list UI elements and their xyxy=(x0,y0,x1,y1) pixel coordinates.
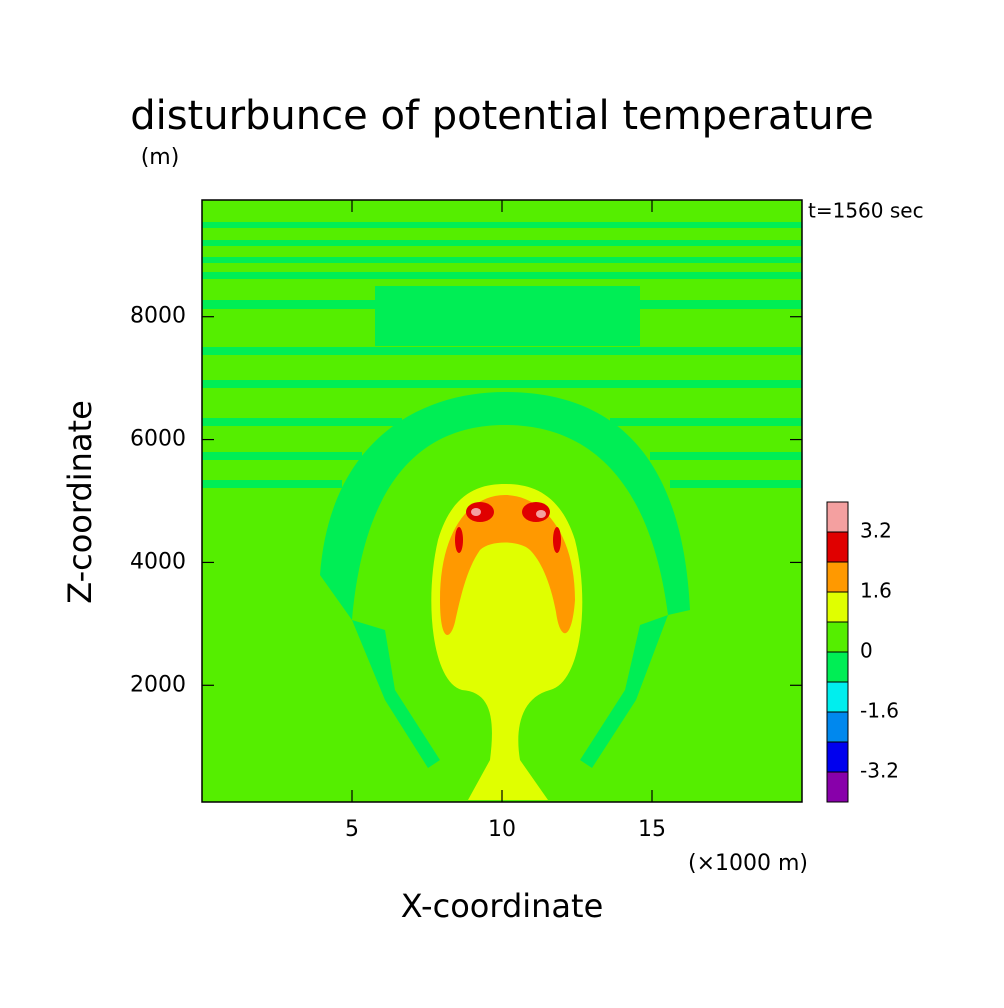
annotation: t=1560 sec xyxy=(808,199,924,223)
colorbar-swatch xyxy=(826,711,849,743)
chart-title: disturbunce of potential temperature xyxy=(130,93,874,139)
colorbar-swatch xyxy=(826,741,849,773)
contour-region xyxy=(471,508,546,518)
colorbar-swatch xyxy=(826,561,849,593)
x-axis-label: X-coordinate xyxy=(401,887,604,925)
x-tick-label: 15 xyxy=(638,817,666,842)
colorbar-swatch xyxy=(826,591,849,623)
colorbar-swatch xyxy=(826,621,849,653)
contour-field xyxy=(202,200,802,802)
y-tick-label: 4000 xyxy=(130,549,186,574)
colorbar-swatch xyxy=(826,681,849,713)
colorbar-swatch xyxy=(826,651,849,683)
x-tick-label: 5 xyxy=(345,817,359,842)
contour-region xyxy=(440,495,575,635)
colorbar-swatch xyxy=(826,531,849,563)
x-tick-label: 10 xyxy=(488,817,516,842)
y-tick-label: 2000 xyxy=(130,672,186,697)
contour-region xyxy=(202,222,802,768)
y-axis-label: Z-coordinate xyxy=(61,400,99,604)
y-tick-label: 6000 xyxy=(130,427,186,452)
colorbar-swatch xyxy=(826,501,849,533)
colorbar-tick-label: 0 xyxy=(860,639,873,663)
y-unit: (m) xyxy=(141,145,180,170)
x-unit: (×1000 m) xyxy=(688,851,808,876)
colorbar-tick-label: -3.2 xyxy=(860,759,899,783)
colorbar-tick-label: 1.6 xyxy=(860,579,892,603)
y-tick-label: 8000 xyxy=(130,304,186,329)
colorbar-swatch xyxy=(826,771,849,803)
colorbar-tick-label: 3.2 xyxy=(860,519,892,543)
colorbar-tick-label: -1.6 xyxy=(860,699,899,723)
